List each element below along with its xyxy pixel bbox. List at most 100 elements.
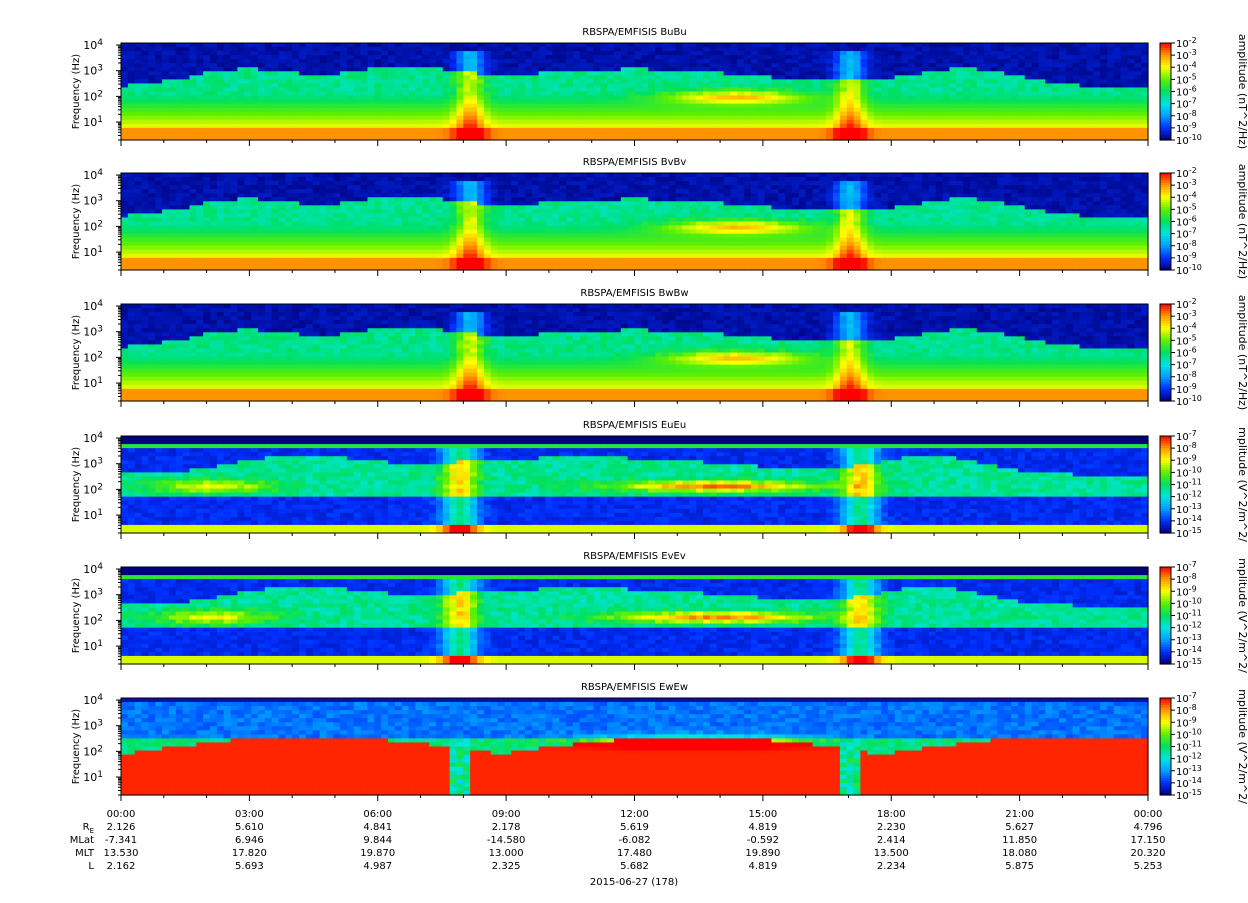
heatmap-cell	[313, 79, 320, 84]
heatmap-cell	[361, 108, 368, 113]
heatmap-cell	[189, 201, 196, 206]
heatmap-cell	[217, 242, 224, 247]
heatmap-cell	[313, 185, 320, 190]
heatmap-cell	[128, 234, 135, 239]
heatmap-cell	[409, 222, 416, 227]
heatmap-cell	[518, 100, 525, 105]
heatmap-cell	[635, 79, 642, 84]
heatmap-cell	[155, 238, 162, 243]
heatmap-cell	[765, 87, 772, 92]
heatmap-cell	[237, 75, 244, 80]
heatmap-cell	[1127, 87, 1134, 92]
heatmap-cell	[135, 71, 142, 76]
heatmap-cell	[237, 120, 244, 125]
heatmap-cell	[717, 132, 724, 137]
heatmap-cell	[231, 63, 238, 68]
heatmap-cell	[367, 51, 374, 56]
heatmap-cell	[436, 234, 443, 239]
heatmap-cell	[778, 120, 785, 125]
heatmap-cell	[1073, 112, 1080, 117]
heatmap-cell	[1038, 104, 1045, 109]
heatmap-cell	[265, 246, 272, 251]
heatmap-cell	[1052, 92, 1059, 97]
heatmap-cell	[313, 254, 320, 259]
heatmap-cell	[799, 51, 806, 56]
heatmap-cell	[484, 104, 491, 109]
heatmap-cell	[895, 100, 902, 105]
heatmap-cell	[189, 238, 196, 243]
heatmap-cell	[949, 124, 956, 129]
heatmap-cell	[320, 96, 327, 101]
heatmap-cell	[251, 55, 258, 60]
heatmap-cell	[799, 132, 806, 137]
heatmap-cell	[231, 262, 238, 267]
heatmap-cell	[128, 92, 135, 97]
heatmap-cell	[443, 189, 450, 194]
heatmap-cell	[635, 100, 642, 105]
heatmap-cell	[381, 51, 388, 56]
heatmap-cell	[169, 250, 176, 255]
heatmap-cell	[443, 59, 450, 64]
heatmap-cell	[785, 55, 792, 60]
heatmap-cell	[415, 234, 422, 239]
heatmap-cell	[121, 177, 128, 182]
heatmap-cell	[771, 96, 778, 101]
heatmap-cell	[874, 67, 881, 72]
heatmap-cell	[518, 43, 525, 48]
heatmap-cell	[456, 116, 463, 121]
heatmap-cell	[395, 59, 402, 64]
heatmap-cell	[1134, 104, 1141, 109]
heatmap-cell	[614, 100, 621, 105]
heatmap-cell	[1038, 83, 1045, 88]
heatmap-cell	[1073, 116, 1080, 121]
heatmap-cell	[539, 47, 546, 52]
heatmap-cell	[278, 173, 285, 178]
heatmap-cell	[922, 104, 929, 109]
heatmap-cell	[162, 201, 169, 206]
heatmap-cell	[799, 67, 806, 72]
heatmap-cell	[1032, 112, 1039, 117]
heatmap-cell	[176, 254, 183, 259]
heatmap-cell	[833, 63, 840, 68]
heatmap-cell	[388, 43, 395, 48]
heatmap-cell	[758, 128, 765, 133]
heatmap-cell	[1114, 104, 1121, 109]
heatmap-cell	[176, 226, 183, 231]
heatmap-cell	[737, 100, 744, 105]
heatmap-cell	[395, 226, 402, 231]
heatmap-cell	[1141, 92, 1148, 97]
heatmap-cell	[244, 63, 251, 68]
heatmap-cell	[833, 128, 840, 133]
heatmap-cell	[573, 55, 580, 60]
heatmap-cell	[936, 120, 943, 125]
heatmap-cell	[956, 87, 963, 92]
heatmap-cell	[1025, 87, 1032, 92]
heatmap-cell	[580, 67, 587, 72]
heatmap-cell	[1066, 100, 1073, 105]
heatmap-cell	[785, 112, 792, 117]
heatmap-cell	[326, 189, 333, 194]
heatmap-cell	[148, 222, 155, 227]
heatmap-cell	[696, 100, 703, 105]
heatmap-cell	[162, 238, 169, 243]
heatmap-cell	[566, 83, 573, 88]
heatmap-cell	[504, 128, 511, 133]
heatmap-cell	[176, 96, 183, 101]
heatmap-cell	[545, 59, 552, 64]
heatmap-cell	[655, 120, 662, 125]
heatmap-cell	[224, 67, 231, 72]
heatmap-cell	[498, 120, 505, 125]
heatmap-cell	[682, 128, 689, 133]
heatmap-cell	[470, 96, 477, 101]
heatmap-cell	[340, 87, 347, 92]
heatmap-cell	[210, 197, 217, 202]
heatmap-cell	[703, 100, 710, 105]
heatmap-cell	[402, 181, 409, 186]
heatmap-cell	[128, 201, 135, 206]
heatmap-cell	[1052, 112, 1059, 117]
heatmap-cell	[552, 100, 559, 105]
heatmap-cell	[135, 201, 142, 206]
heatmap-cell	[997, 59, 1004, 64]
heatmap-cell	[224, 213, 231, 218]
heatmap-cell	[456, 238, 463, 243]
